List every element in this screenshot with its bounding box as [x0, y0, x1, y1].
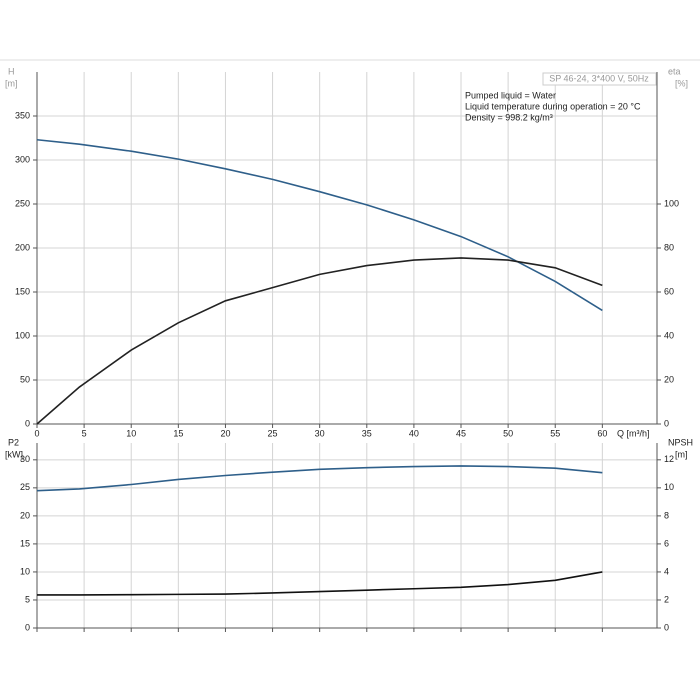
y2-tick-label: 4: [664, 566, 669, 576]
y2-label: eta: [668, 66, 681, 76]
y-tick-label: 150: [15, 286, 30, 296]
y-tick-label: 10: [20, 566, 30, 576]
annotation: Liquid temperature during operation = 20…: [465, 101, 641, 111]
y-unit: [m]: [5, 78, 18, 88]
x-label: Q [m³/h]: [617, 428, 650, 438]
x-tick-label: 35: [362, 428, 372, 438]
y-tick-label: 30: [20, 454, 30, 464]
y-tick-label: 15: [20, 538, 30, 548]
y-tick-label: 20: [20, 510, 30, 520]
x-tick-label: 20: [220, 428, 230, 438]
y2-tick-label: 10: [664, 482, 674, 492]
y-tick-label: 0: [25, 622, 30, 632]
series-line: [36, 257, 603, 425]
y2-tick-label: 100: [664, 198, 679, 208]
y-tick-label: 100: [15, 330, 30, 340]
x-tick-label: 60: [597, 428, 607, 438]
model-label: SP 46-24, 3*400 V, 50Hz: [549, 73, 649, 83]
y-tick-label: 5: [25, 594, 30, 604]
x-tick-label: 10: [126, 428, 136, 438]
x-tick-label: 25: [268, 428, 278, 438]
series-line: [36, 138, 603, 312]
y-label: P2: [8, 437, 19, 447]
series-line: [36, 465, 603, 492]
y-tick-label: 25: [20, 482, 30, 492]
y2-tick-label: 0: [664, 622, 669, 632]
y-tick-label: 50: [20, 374, 30, 384]
x-tick-label: 30: [315, 428, 325, 438]
y-tick-label: 250: [15, 198, 30, 208]
x-tick-label: 0: [34, 428, 39, 438]
x-tick-label: 55: [550, 428, 560, 438]
y2-tick-label: 60: [664, 286, 674, 296]
y2-tick-label: 40: [664, 330, 674, 340]
x-tick-label: 5: [82, 428, 87, 438]
y2-unit: [%]: [675, 78, 688, 88]
y-label: H: [8, 66, 15, 76]
annotation: Density = 998.2 kg/m³: [465, 112, 553, 122]
x-tick-label: 50: [503, 428, 513, 438]
x-tick-label: 45: [456, 428, 466, 438]
series-line: [37, 571, 603, 596]
y2-tick-label: 20: [664, 374, 674, 384]
y2-label: NPSH: [668, 437, 693, 447]
y-tick-label: 300: [15, 154, 30, 164]
y2-tick-label: 0: [664, 418, 669, 428]
y2-tick-label: 80: [664, 242, 674, 252]
y2-tick-label: 6: [664, 538, 669, 548]
y2-tick-label: 12: [664, 454, 674, 464]
y2-tick-label: 2: [664, 594, 669, 604]
y-unit: [kW]: [5, 449, 23, 459]
x-tick-label: 15: [173, 428, 183, 438]
y2-tick-label: 8: [664, 510, 669, 520]
y-tick-label: 350: [15, 110, 30, 120]
annotation: Pumped liquid = Water: [465, 90, 556, 100]
model-box: [542, 72, 657, 86]
y2-unit: [m]: [675, 449, 688, 459]
y-tick-label: 200: [15, 242, 30, 252]
x-tick-label: 40: [409, 428, 419, 438]
y-tick-label: 0: [25, 418, 30, 428]
